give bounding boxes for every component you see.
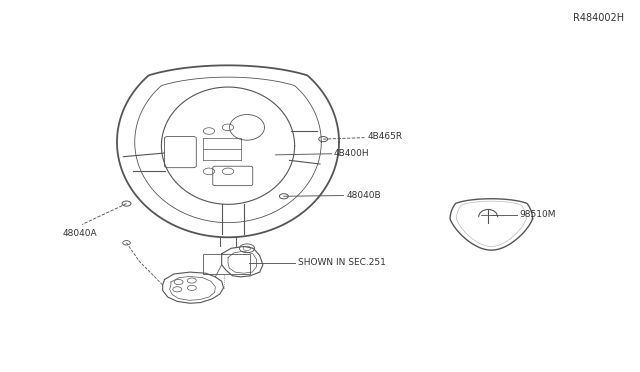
Bar [203, 254, 250, 274]
Text: 4B400H: 4B400H [334, 148, 369, 157]
Text: R484002H: R484002H [573, 13, 625, 23]
Text: SHOWN IN SEC.251: SHOWN IN SEC.251 [298, 259, 386, 267]
Text: 4B465R: 4B465R [367, 132, 403, 141]
Text: 48040B: 48040B [347, 191, 381, 200]
Text: 48040A: 48040A [63, 229, 98, 238]
Text: 98510M: 98510M [520, 210, 556, 219]
